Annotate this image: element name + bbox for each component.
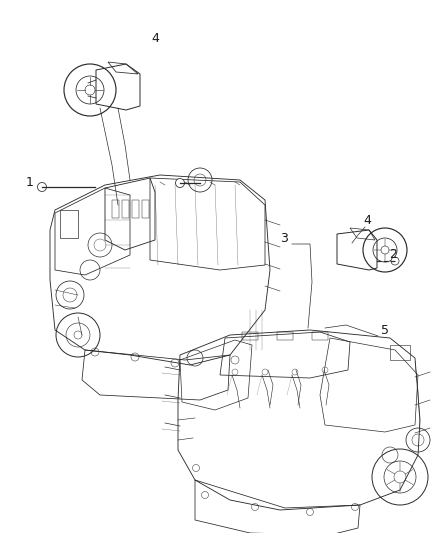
Bar — [312, 332, 328, 340]
Bar — [390, 345, 410, 360]
Text: 4: 4 — [363, 214, 371, 228]
Text: 2: 2 — [389, 248, 397, 262]
Text: 5: 5 — [381, 324, 389, 336]
Bar — [277, 332, 293, 340]
Circle shape — [391, 257, 399, 265]
Bar — [122, 200, 129, 218]
Text: 1: 1 — [26, 176, 34, 190]
Circle shape — [176, 179, 184, 188]
Bar — [142, 200, 149, 218]
Bar — [132, 200, 139, 218]
Text: 3: 3 — [280, 231, 288, 245]
Circle shape — [38, 182, 46, 191]
Bar — [60, 210, 78, 238]
Bar — [242, 332, 258, 340]
Bar — [112, 200, 119, 218]
Text: 4: 4 — [151, 31, 159, 44]
